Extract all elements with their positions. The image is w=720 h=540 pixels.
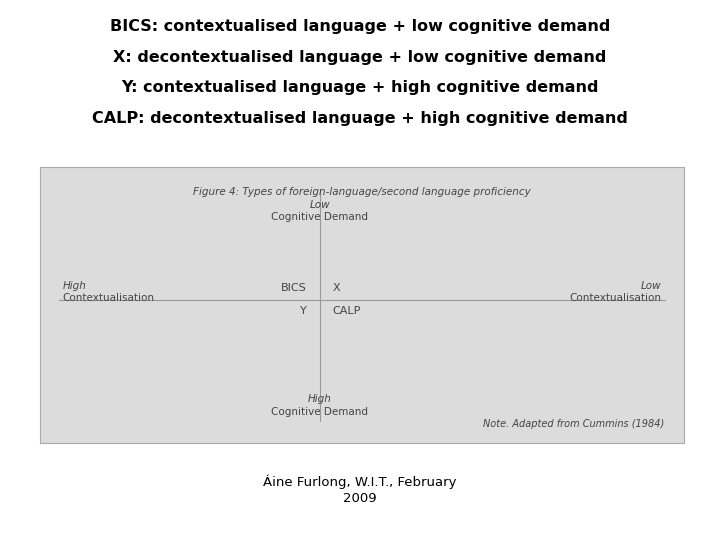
Text: CALP: decontextualised language + high cognitive demand: CALP: decontextualised language + high c…: [92, 111, 628, 126]
Text: Y: Y: [300, 306, 307, 316]
Text: Figure 4: Types of foreign-language/second language proficiency: Figure 4: Types of foreign-language/seco…: [193, 187, 531, 197]
Text: Contextualisation: Contextualisation: [63, 293, 155, 302]
Text: CALP: CALP: [333, 306, 361, 316]
Text: Low: Low: [310, 200, 330, 211]
Text: High: High: [63, 281, 86, 292]
Bar: [40, 167, 684, 443]
Text: BICS: contextualised language + low cognitive demand: BICS: contextualised language + low cogn…: [110, 19, 610, 34]
Text: High: High: [308, 394, 332, 404]
Text: Cognitive Demand: Cognitive Demand: [271, 407, 369, 417]
Text: Low: Low: [641, 281, 661, 292]
Text: Cognitive Demand: Cognitive Demand: [271, 212, 369, 222]
Text: BICS: BICS: [282, 283, 307, 293]
Text: Note. Adapted from Cummins (1984): Note. Adapted from Cummins (1984): [483, 419, 665, 429]
Text: X: decontextualised language + low cognitive demand: X: decontextualised language + low cogni…: [113, 50, 607, 65]
Text: Contextualisation: Contextualisation: [569, 293, 661, 302]
Text: Áine Furlong, W.I.T., February: Áine Furlong, W.I.T., February: [264, 474, 456, 489]
Text: 2009: 2009: [343, 492, 377, 505]
Text: X: X: [333, 283, 341, 293]
Text: Y: contextualised language + high cognitive demand: Y: contextualised language + high cognit…: [121, 80, 599, 96]
